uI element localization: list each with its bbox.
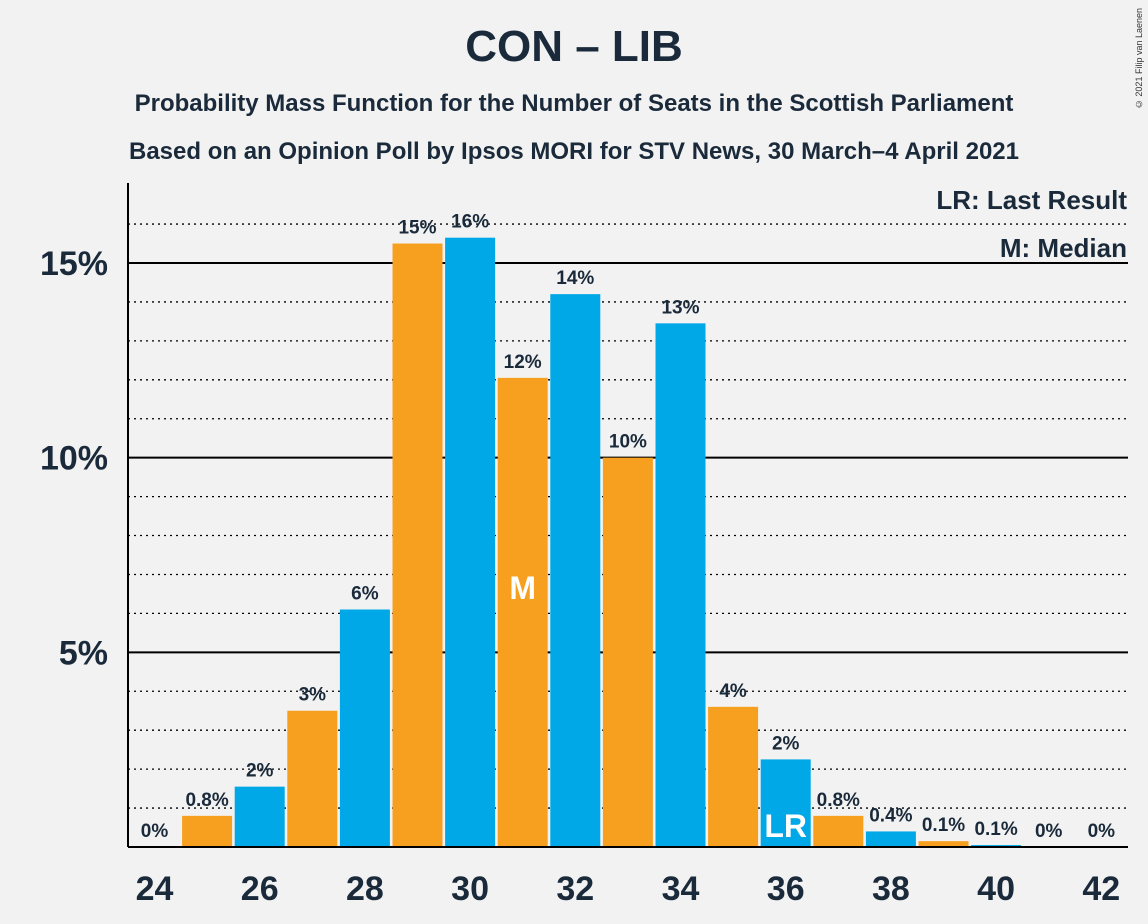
x-tick-label: 34 [662, 870, 700, 908]
legend: LR: Last Result M: Median [936, 185, 1127, 263]
data-label-seat-34: 13% [661, 297, 699, 318]
bar-seat-29 [392, 243, 443, 848]
chart-title: CON – LIB [465, 22, 683, 71]
bar-seat-31 [497, 377, 548, 847]
data-label-seat-29: 15% [398, 218, 436, 239]
y-tick-label: 15% [40, 245, 108, 283]
x-tick-label: 36 [767, 870, 805, 908]
data-label-seat-25: 0.8% [185, 790, 228, 811]
bars [182, 237, 1022, 848]
bar-seat-33 [602, 457, 653, 847]
bar-seat-34 [655, 323, 706, 847]
data-label-seat-27: 3% [299, 685, 327, 706]
x-tick-label: 32 [556, 870, 594, 908]
data-label-seat-37: 0.8% [817, 790, 860, 811]
data-labels: 0% 0.8% 2% 3% 6% 15% 16% 12% 14% 10% 13% 4% 2% 0.8% 0.… [141, 212, 1115, 844]
x-tick-label: 26 [241, 870, 279, 908]
data-label-seat-36: 2% [772, 733, 800, 754]
data-label-seat-32: 14% [556, 268, 594, 289]
data-label-seat-41: 0% [1035, 821, 1063, 842]
data-label-seat-24: 0% [141, 821, 169, 842]
bar-seat-26 [234, 786, 285, 847]
x-tick-label: 42 [1082, 870, 1120, 908]
legend-median: M: Median [1000, 233, 1127, 263]
bar-seat-38 [865, 831, 916, 847]
x-tick-label: 38 [872, 870, 910, 908]
data-label-seat-30: 16% [451, 212, 489, 233]
chart-subtitle: Probability Mass Function for the Number… [134, 90, 1014, 117]
median-marker: M [509, 570, 536, 606]
y-tick-label: 10% [40, 440, 108, 478]
data-label-seat-33: 10% [609, 432, 647, 453]
x-tick-label: 24 [136, 870, 174, 908]
x-tick-label: 30 [451, 870, 489, 908]
data-label-seat-38: 0.4% [869, 805, 912, 826]
bar-seat-39 [918, 841, 969, 847]
bar-seat-36 [760, 759, 811, 847]
data-label-seat-40: 0.1% [974, 819, 1017, 840]
data-label-seat-31: 12% [504, 352, 542, 373]
bar-seat-35 [708, 706, 759, 847]
bar-seat-28 [339, 609, 390, 847]
data-label-seat-28: 6% [351, 584, 379, 605]
x-tick-label: 28 [346, 870, 384, 908]
data-label-seat-35: 4% [719, 681, 747, 702]
data-label-seat-42: 0% [1088, 821, 1116, 842]
bar-seat-32 [550, 294, 601, 847]
bar-seat-27 [287, 710, 338, 847]
y-tick-label: 5% [59, 634, 108, 672]
data-label-seat-39: 0.1% [922, 815, 965, 836]
bar-seat-37 [813, 815, 864, 847]
axes: 5% 10% 15% 24 26 28 30 32 34 36 38 40 42 [40, 183, 1128, 908]
x-tick-label: 40 [977, 870, 1015, 908]
data-label-seat-26: 2% [246, 761, 274, 782]
chart-subtitle-source: Based on an Opinion Poll by Ipsos MORI f… [129, 138, 1019, 165]
bar-seat-30 [445, 237, 496, 847]
bar-seat-25 [182, 815, 233, 847]
last-result-marker: LR [764, 808, 807, 844]
legend-last-result: LR: Last Result [936, 185, 1127, 215]
